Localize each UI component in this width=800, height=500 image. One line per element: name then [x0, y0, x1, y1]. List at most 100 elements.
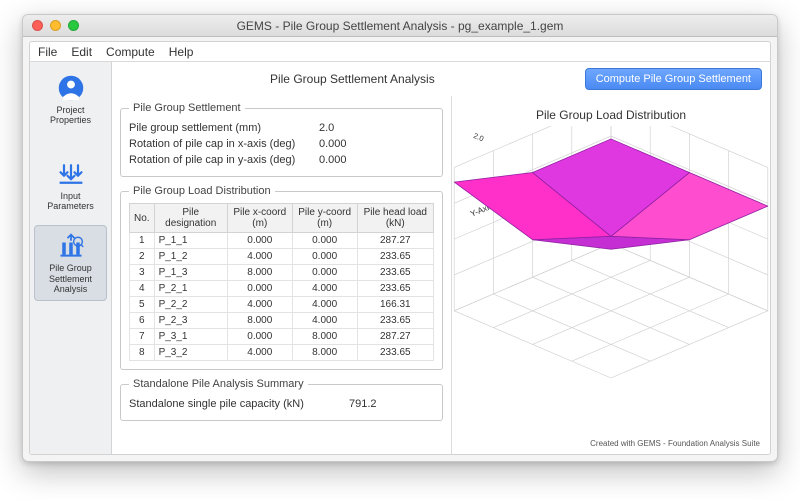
- chart-credit: Created with GEMS - Foundation Analysis …: [590, 439, 760, 448]
- table-cell: P_1_1: [154, 233, 227, 249]
- table-row[interactable]: 3P_1_38.0000.000233.65: [130, 265, 434, 281]
- table-cell: P_3_2: [154, 345, 227, 361]
- chart-title: Pile Group Load Distribution: [452, 108, 770, 122]
- sidebar-item-project-properties[interactable]: Project Properties: [34, 68, 107, 132]
- table-cell: P_1_3: [154, 265, 227, 281]
- kv-key: Pile group settlement (mm): [129, 122, 319, 134]
- columns-icon: [57, 232, 85, 260]
- table-cell: 5: [130, 297, 155, 313]
- sidebar: Project Properties Input Parameters: [30, 62, 112, 454]
- distribution-legend: Pile Group Load Distribution: [129, 185, 275, 197]
- sidebar-item-label: Pile Group Settlement Analysis: [37, 263, 104, 294]
- table-cell: 0.000: [292, 265, 357, 281]
- left-pane: Pile Group Settlement Pile group settlem…: [112, 96, 452, 454]
- page-title: Pile Group Settlement Analysis: [120, 72, 585, 86]
- table-row[interactable]: 2P_1_24.0000.000233.65: [130, 249, 434, 265]
- table-row[interactable]: 8P_3_24.0008.000233.65: [130, 345, 434, 361]
- titlebar: GEMS - Pile Group Settlement Analysis - …: [23, 15, 777, 37]
- settlement-legend: Pile Group Settlement: [129, 102, 245, 114]
- table-cell: 233.65: [357, 345, 433, 361]
- col-load: Pile head load (kN): [357, 204, 433, 233]
- table-cell: 4.000: [227, 297, 292, 313]
- main-area: Pile Group Settlement Analysis Compute P…: [112, 62, 770, 454]
- table-cell: 4.000: [227, 249, 292, 265]
- app-window: GEMS - Pile Group Settlement Analysis - …: [22, 14, 778, 462]
- table-row[interactable]: 5P_2_24.0004.000166.31: [130, 297, 434, 313]
- table-cell: 4.000: [292, 313, 357, 329]
- down-arrows-icon: [57, 160, 85, 188]
- table-cell: P_1_2: [154, 249, 227, 265]
- table-cell: 233.65: [357, 281, 433, 297]
- main-header: Pile Group Settlement Analysis Compute P…: [112, 62, 770, 96]
- right-pane: Pile Group Load Distribution 0.02.04.06.…: [452, 96, 770, 454]
- table-row[interactable]: 1P_1_10.0000.000287.27: [130, 233, 434, 249]
- sidebar-item-label: Project Properties: [36, 105, 105, 126]
- table-cell: 4: [130, 281, 155, 297]
- kv-row: Standalone single pile capacity (kN) 791…: [129, 396, 434, 412]
- menu-help[interactable]: Help: [169, 45, 194, 59]
- standalone-legend: Standalone Pile Analysis Summary: [129, 378, 308, 390]
- table-cell: 4.000: [292, 297, 357, 313]
- table-cell: 233.65: [357, 313, 433, 329]
- chart-3d: 0.02.04.06.08.00.02.04.06.08.080.0160.02…: [452, 126, 770, 434]
- standalone-groupbox: Standalone Pile Analysis Summary Standal…: [120, 378, 443, 421]
- table-cell: 287.27: [357, 233, 433, 249]
- table-cell: 8: [130, 345, 155, 361]
- sidebar-item-pile-group-analysis[interactable]: Pile Group Settlement Analysis: [34, 225, 107, 301]
- table-cell: 8.000: [292, 345, 357, 361]
- kv-row: Rotation of pile cap in x-axis (deg) 0.0…: [129, 136, 434, 152]
- kv-row: Rotation of pile cap in y-axis (deg) 0.0…: [129, 152, 434, 168]
- table-cell: 0.000: [227, 329, 292, 345]
- settlement-groupbox: Pile Group Settlement Pile group settlem…: [120, 102, 443, 177]
- kv-val: 0.000: [319, 138, 347, 150]
- kv-key: Rotation of pile cap in x-axis (deg): [129, 138, 319, 150]
- menu-edit[interactable]: Edit: [71, 45, 92, 59]
- distribution-groupbox: Pile Group Load Distribution No. Pile de…: [120, 185, 443, 370]
- table-cell: 4.000: [292, 281, 357, 297]
- split-panes: Pile Group Settlement Pile group settlem…: [112, 96, 770, 454]
- table-cell: 0.000: [227, 233, 292, 249]
- table-cell: 4.000: [227, 345, 292, 361]
- svg-text:2.0: 2.0: [472, 131, 485, 143]
- table-cell: 8.000: [292, 329, 357, 345]
- window-title: GEMS - Pile Group Settlement Analysis - …: [23, 19, 777, 33]
- table-cell: 233.65: [357, 249, 433, 265]
- table-cell: P_2_3: [154, 313, 227, 329]
- kv-key: Standalone single pile capacity (kN): [129, 398, 349, 410]
- table-header-row: No. Pile designation Pile x-coord (m) Pi…: [130, 204, 434, 233]
- col-designation: Pile designation: [154, 204, 227, 233]
- kv-val: 2.0: [319, 122, 334, 134]
- menu-file[interactable]: File: [38, 45, 57, 59]
- table-row[interactable]: 4P_2_10.0004.000233.65: [130, 281, 434, 297]
- kv-row: Pile group settlement (mm) 2.0: [129, 120, 434, 136]
- compute-button[interactable]: Compute Pile Group Settlement: [585, 68, 762, 90]
- table-cell: 1: [130, 233, 155, 249]
- table-cell: 8.000: [227, 313, 292, 329]
- person-icon: [57, 74, 85, 102]
- menu-compute[interactable]: Compute: [106, 45, 155, 59]
- table-cell: 2: [130, 249, 155, 265]
- col-y: Pile y-coord (m): [292, 204, 357, 233]
- table-cell: 3: [130, 265, 155, 281]
- table-cell: P_2_2: [154, 297, 227, 313]
- sidebar-item-input-parameters[interactable]: Input Parameters: [34, 154, 107, 218]
- table-cell: P_3_1: [154, 329, 227, 345]
- table-cell: 233.65: [357, 265, 433, 281]
- distribution-table: No. Pile designation Pile x-coord (m) Pi…: [129, 203, 434, 361]
- table-row[interactable]: 6P_2_38.0004.000233.65: [130, 313, 434, 329]
- kv-val: 791.2: [349, 398, 377, 410]
- table-cell: 287.27: [357, 329, 433, 345]
- sidebar-item-label: Input Parameters: [36, 191, 105, 212]
- col-no: No.: [130, 204, 155, 233]
- menubar: File Edit Compute Help: [29, 41, 771, 62]
- table-cell: 7: [130, 329, 155, 345]
- table-cell: 0.000: [292, 233, 357, 249]
- table-cell: 0.000: [292, 249, 357, 265]
- content: Project Properties Input Parameters: [29, 62, 771, 455]
- table-row[interactable]: 7P_3_10.0008.000287.27: [130, 329, 434, 345]
- table-cell: 8.000: [227, 265, 292, 281]
- col-x: Pile x-coord (m): [227, 204, 292, 233]
- table-cell: P_2_1: [154, 281, 227, 297]
- kv-val: 0.000: [319, 154, 347, 166]
- table-cell: 6: [130, 313, 155, 329]
